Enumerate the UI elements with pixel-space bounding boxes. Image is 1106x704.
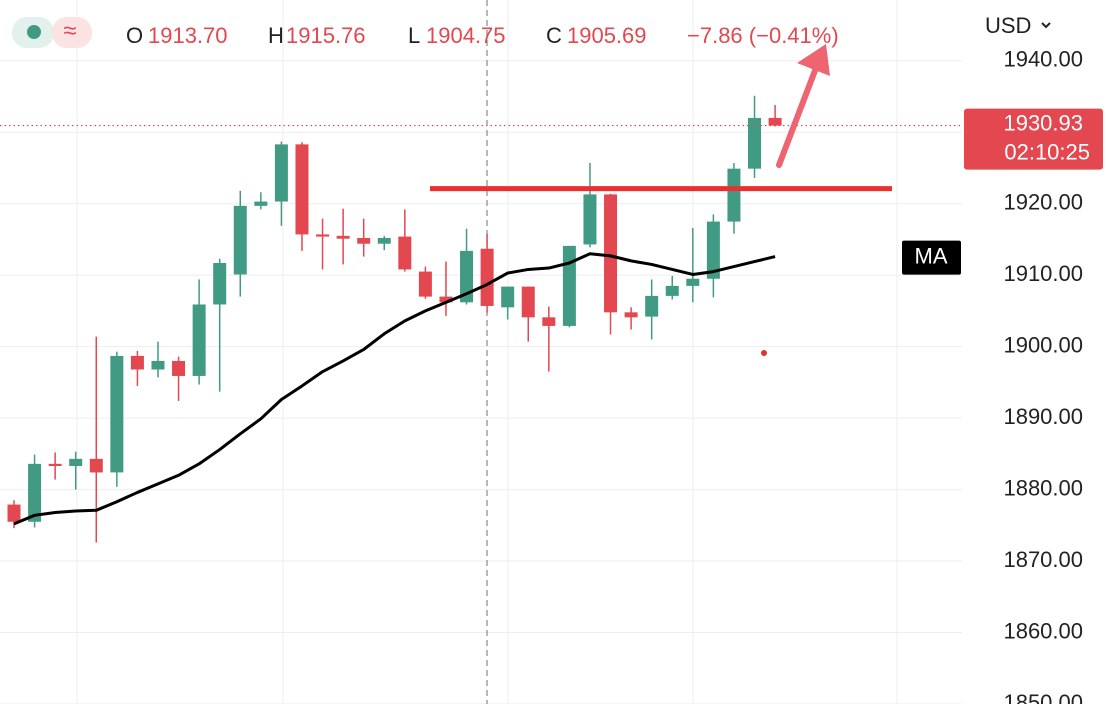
candle-body [583, 194, 597, 245]
candle-body [336, 235, 350, 239]
price-label-box [964, 108, 1103, 170]
candle-body [254, 201, 268, 206]
candle-body [295, 144, 309, 235]
candle-body [274, 144, 288, 202]
y-tick-label: 1850.00 [1003, 690, 1083, 704]
candle-body [233, 205, 247, 275]
status-dot [27, 25, 41, 39]
y-tick-label: 1880.00 [1003, 475, 1083, 500]
candle-body [7, 504, 21, 522]
candle-body [398, 236, 412, 270]
candle-body [768, 117, 782, 126]
candle-body [69, 458, 83, 466]
candle-body [192, 304, 206, 376]
candle-body [686, 278, 700, 286]
plot [0, 95, 962, 543]
y-tick-label: 1910.00 [1003, 261, 1083, 286]
candle-body [542, 317, 556, 326]
candle-body [110, 355, 124, 473]
y-tick-label: 1900.00 [1003, 332, 1083, 357]
ohlc-value: 1904.75 [426, 23, 506, 48]
candle-body [316, 234, 330, 237]
indicator-icon: ≈ [63, 17, 76, 44]
ohlc-key: L [408, 23, 420, 48]
candle-body [665, 285, 679, 296]
arrow-head [797, 44, 830, 76]
indicator-pill[interactable] [52, 17, 92, 48]
candle-body [172, 360, 186, 376]
y-tick-label: 1940.00 [1003, 47, 1083, 72]
ohlc-value: 1915.76 [286, 23, 366, 48]
candle-body [213, 263, 227, 305]
currency-caret [1041, 22, 1051, 29]
grid [0, 60, 962, 704]
price-label: 1930.93 [1003, 110, 1083, 135]
candle-body [418, 271, 432, 297]
candle-body [48, 463, 62, 466]
ma-label: MA [915, 243, 948, 268]
ohlc-value: 1905.69 [567, 23, 647, 48]
arrow-shaft [776, 65, 819, 168]
ohlc-key: H [268, 23, 284, 48]
candle-body [357, 238, 371, 244]
candle-body [130, 355, 144, 370]
change: −7.86 (−0.41%) [687, 23, 839, 48]
ohlc-key: O [126, 23, 143, 48]
ma-line [13, 252, 776, 526]
candle-body [439, 296, 453, 303]
candle-body [89, 458, 103, 473]
candle-body [624, 312, 638, 318]
y-tick-label: 1860.00 [1003, 618, 1083, 643]
y-tick-label: 1870.00 [1003, 547, 1083, 572]
candle-body [706, 221, 720, 279]
candle-body [521, 286, 535, 318]
countdown: 02:10:25 [1004, 139, 1090, 164]
candle-body [645, 295, 659, 317]
ohlc-key: C [546, 23, 562, 48]
candle-body [377, 238, 391, 244]
y-tick-label: 1890.00 [1003, 404, 1083, 429]
header: O 1913.70 H 1915.76 L 1904.75 C 1905.69 −7.86 (−… [126, 23, 839, 48]
candle-body [460, 250, 474, 303]
candle-body [501, 286, 515, 308]
y-tick-label: 1920.00 [1003, 190, 1083, 215]
vertical-grid [76, 0, 898, 704]
candle-body [727, 168, 741, 222]
annotation-dot [761, 350, 767, 356]
ohlc-value: 1913.70 [148, 23, 228, 48]
candle-body [28, 463, 42, 522]
candle-body [480, 248, 494, 306]
candle-body [151, 360, 165, 370]
candle-body [748, 117, 762, 169]
currency[interactable]: USD [985, 13, 1031, 38]
candle-body [562, 245, 576, 326]
ma-label-box [902, 240, 961, 275]
candle-body [604, 194, 618, 313]
